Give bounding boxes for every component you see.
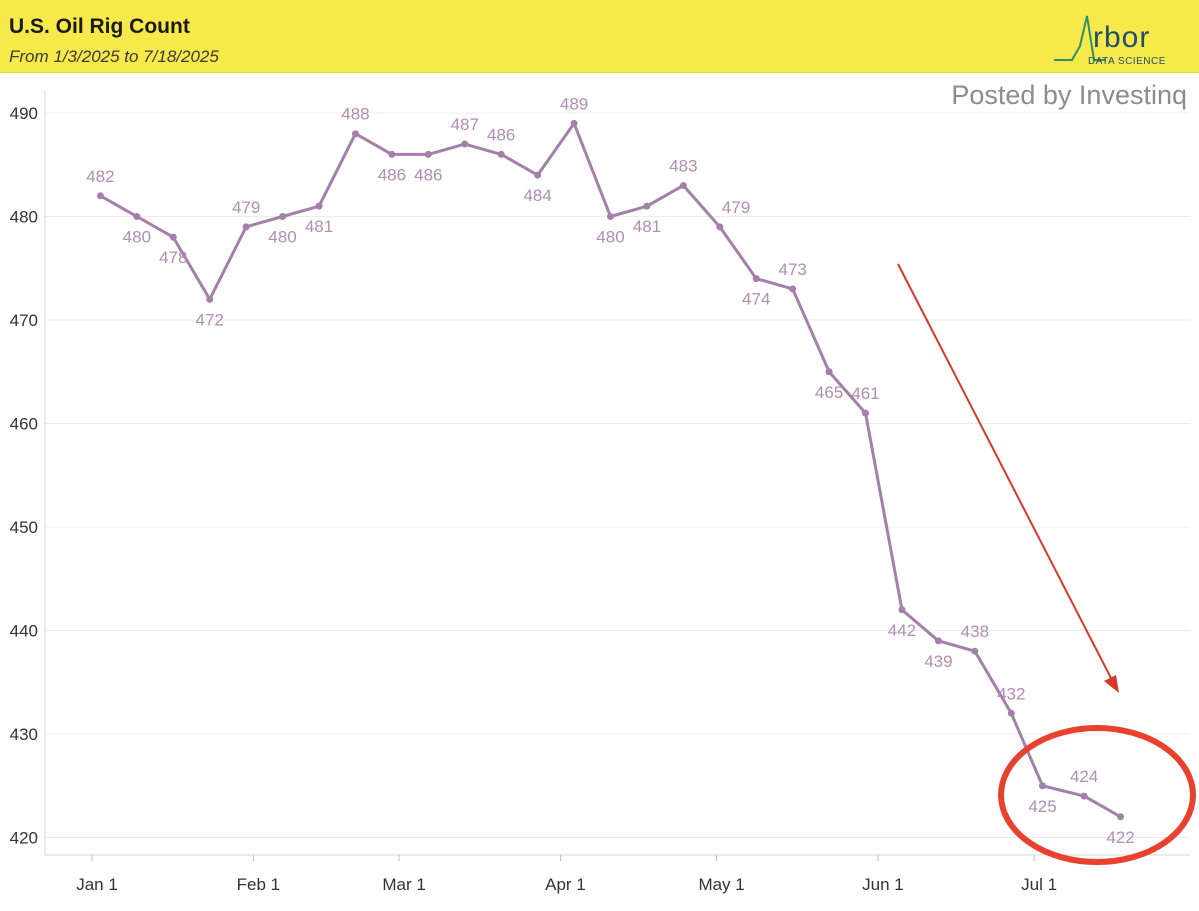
data-label: 480 (123, 228, 151, 247)
x-tick-label: Jun 1 (862, 875, 904, 894)
x-tick-label: Feb 1 (237, 875, 280, 894)
data-point (497, 150, 505, 158)
data-point (679, 181, 687, 189)
data-point (1007, 709, 1015, 717)
data-label: 480 (596, 228, 624, 247)
data-point (133, 213, 141, 220)
y-tick-label: 450 (10, 518, 38, 537)
highlight-ellipse (998, 725, 1196, 865)
data-point (461, 140, 469, 148)
logo-wordmark: rbor (1093, 21, 1151, 54)
data-label: 482 (86, 167, 114, 186)
trend-arrow-line (897, 263, 1113, 681)
data-point (898, 606, 906, 614)
data-points (96, 119, 1125, 821)
data-point (315, 202, 323, 210)
data-label: 489 (560, 94, 588, 113)
data-label: 479 (722, 198, 750, 217)
chart-subtitle: From 1/3/2025 to 7/18/2025 (9, 47, 219, 66)
data-point (934, 637, 942, 645)
data-label: 439 (924, 652, 952, 671)
data-label: 473 (778, 260, 806, 279)
data-point (971, 647, 979, 655)
y-tick-label: 440 (10, 622, 38, 641)
data-point (1039, 782, 1047, 790)
data-label: 488 (341, 105, 369, 124)
data-point (206, 295, 214, 303)
watermark-text: Posted by Investinq (951, 80, 1187, 110)
data-point (279, 213, 287, 220)
data-label: 486 (487, 125, 515, 144)
x-tick-label: Jul 1 (1021, 875, 1057, 894)
data-label: 480 (268, 228, 296, 247)
data-label: 479 (232, 198, 260, 217)
data-label: 486 (414, 165, 442, 184)
data-label: 422 (1106, 828, 1134, 847)
data-label: 425 (1028, 797, 1056, 816)
data-label: 438 (961, 622, 989, 641)
data-point (1117, 813, 1125, 821)
logo-subtitle: DATA SCIENCE (1088, 56, 1166, 67)
data-label: 472 (196, 310, 224, 329)
data-point (351, 130, 359, 138)
y-tick-label: 470 (10, 311, 38, 330)
data-point (752, 275, 760, 283)
data-point (716, 223, 724, 231)
x-tick-label: Apr 1 (545, 875, 586, 894)
y-tick-label: 460 (10, 415, 38, 434)
chart-title: U.S. Oil Rig Count (9, 15, 190, 38)
arbor-logo-icon (1054, 15, 1106, 61)
data-point (534, 171, 542, 179)
trend-arrow-head (1104, 675, 1119, 693)
x-tick-label: May 1 (698, 875, 744, 894)
data-label: 424 (1070, 767, 1098, 786)
y-tick-label: 480 (10, 208, 38, 227)
data-label: 487 (451, 115, 479, 134)
data-label: 432 (997, 684, 1025, 703)
data-label: 481 (633, 217, 661, 236)
x-tick-label: Jan 1 (76, 875, 118, 894)
x-axis: Jan 1 Feb 1 Mar 1 Apr 1 May 1 Jun 1 Jul 1 (45, 854, 1190, 894)
chart-header: U.S. Oil Rig Count From 1/3/2025 to 7/18… (0, 0, 1199, 73)
data-point (570, 119, 578, 127)
data-label: 461 (851, 384, 879, 403)
data-label: 486 (378, 165, 406, 184)
data-point (862, 409, 870, 417)
x-tick-label: Mar 1 (382, 875, 425, 894)
y-axis: 420 430 440 450 460 470 480 490 (10, 90, 46, 855)
data-point (96, 192, 104, 200)
data-labels: 482 480 478 472 479 480 481 488 486 486 487 486 484 4… (86, 94, 1135, 846)
data-point (643, 202, 651, 210)
data-label: 478 (159, 248, 187, 267)
data-point (825, 368, 833, 376)
data-label: 465 (815, 383, 843, 402)
data-point (607, 213, 614, 220)
data-label: 483 (669, 156, 697, 175)
data-point (424, 150, 432, 158)
data-label: 474 (742, 290, 770, 309)
data-label: 442 (888, 621, 916, 640)
data-point (789, 285, 797, 293)
data-label: 484 (523, 186, 551, 205)
y-tick-label: 490 (10, 104, 38, 123)
data-point (1080, 792, 1088, 800)
annotations (897, 263, 1196, 865)
data-label: 481 (305, 217, 333, 236)
gridlines (45, 112, 1190, 838)
data-point (242, 223, 250, 231)
y-tick-label: 430 (10, 725, 38, 744)
data-point (169, 233, 177, 241)
data-point (388, 150, 396, 158)
y-tick-label: 420 (10, 829, 38, 848)
